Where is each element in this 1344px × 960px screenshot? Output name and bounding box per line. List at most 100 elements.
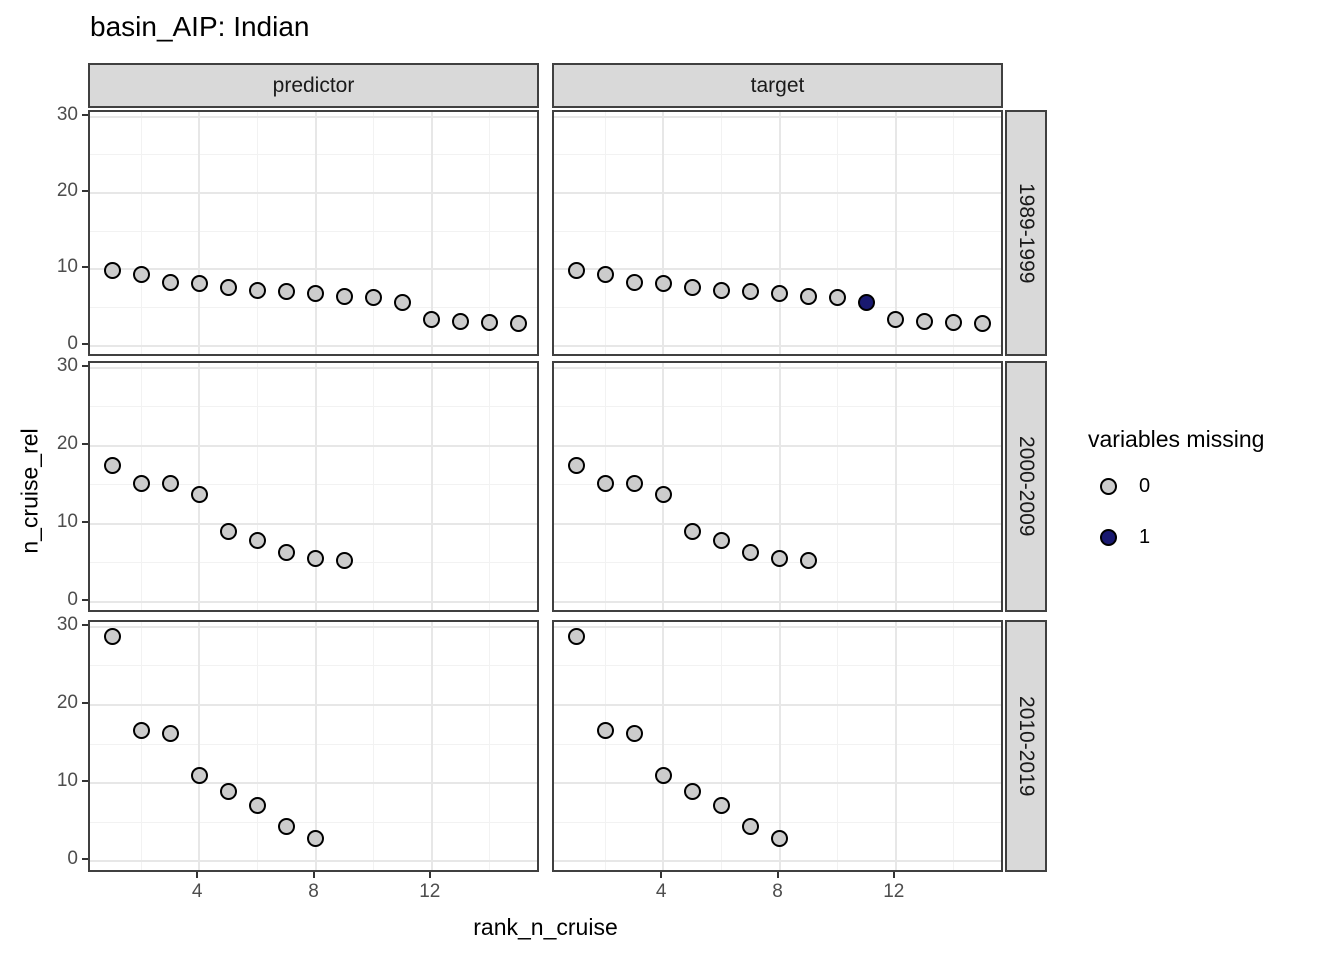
y-axis-tick (82, 364, 88, 367)
data-point (829, 289, 847, 307)
legend-item-0: 0 (1100, 475, 1264, 498)
gridline-major (662, 112, 665, 354)
data-point (103, 628, 121, 646)
y-axis-tick-label: 30 (56, 613, 78, 635)
data-point (277, 283, 295, 301)
gridline-major (430, 363, 433, 610)
gridline-minor (140, 112, 142, 354)
x-axis-title: rank_n_cruise (473, 914, 618, 940)
gridline-major (90, 625, 537, 628)
data-point (596, 266, 614, 284)
gridline-major (554, 268, 1001, 271)
legend-swatch-gray-circle-icon (1100, 478, 1117, 495)
gridline-minor (256, 363, 258, 610)
gridline-major (198, 112, 201, 354)
y-axis-tick-label: 10 (56, 256, 78, 278)
gridline-major (90, 444, 537, 447)
data-point (712, 532, 730, 550)
gridline-major (554, 344, 1001, 347)
gridline-minor (90, 307, 537, 309)
x-axis-tick-label: 8 (308, 881, 319, 902)
data-point (219, 522, 237, 540)
gridline-major (554, 115, 1001, 118)
data-point (510, 315, 528, 333)
data-point (132, 722, 150, 740)
data-point (771, 284, 788, 302)
data-point (103, 261, 121, 279)
y-axis-tick-label: 30 (56, 354, 78, 376)
data-point (277, 817, 295, 835)
facet-panel-target-2010-2019 (552, 620, 1003, 872)
data-point (800, 551, 818, 569)
y-axis-tick-label: 30 (56, 103, 78, 125)
data-point (365, 289, 383, 307)
data-point (741, 543, 759, 561)
gridline-major (90, 522, 537, 525)
gridline-minor (373, 112, 375, 354)
gridline-major (554, 625, 1001, 628)
gridline-major (90, 115, 537, 118)
facet-panel-predictor-1989-1999 (88, 110, 539, 356)
data-point (567, 457, 585, 475)
facet-panel-predictor-2000-2009 (88, 361, 539, 612)
gridline-minor (90, 821, 537, 823)
gridline-minor (373, 363, 375, 610)
x-axis-tick (776, 872, 779, 878)
gridline-minor (554, 743, 1001, 745)
legend-item-1: 1 (1100, 526, 1264, 549)
gridline-major (894, 112, 897, 354)
gridline-minor (837, 622, 839, 870)
data-point (336, 287, 354, 305)
gridline-major (554, 191, 1001, 194)
gridline-minor (837, 112, 839, 354)
gridline-minor (604, 112, 606, 354)
data-point (307, 550, 324, 568)
facet-strip-2000-2009: 2000-2009 (1005, 361, 1047, 612)
gridline-minor (554, 154, 1001, 156)
gridline-minor (489, 363, 491, 610)
data-point (596, 475, 614, 493)
data-point (132, 475, 150, 493)
gridline-major (90, 600, 537, 603)
gridline-major (90, 366, 537, 369)
gridline-major (90, 268, 537, 271)
y-axis-tick (82, 113, 88, 116)
y-axis-tick (82, 442, 88, 445)
data-point (567, 261, 585, 279)
gridline-minor (554, 821, 1001, 823)
gridline-minor (140, 622, 142, 870)
gridline-major (894, 363, 897, 610)
gridline-major (430, 112, 433, 354)
gridline-major (554, 600, 1001, 603)
data-point (858, 294, 876, 312)
y-axis-tick (82, 858, 88, 861)
facet-strip-predictor: predictor (88, 63, 539, 108)
facet-strip-1989-1999: 1989-1999 (1005, 110, 1047, 356)
data-point (248, 281, 266, 299)
gridline-major (90, 344, 537, 347)
gridline-minor (837, 363, 839, 610)
gridline-minor (256, 622, 258, 870)
gridline-minor (90, 154, 537, 156)
gridline-major (778, 622, 781, 870)
data-point (394, 294, 412, 312)
y-axis-tick (82, 520, 88, 523)
plot-title: basin_AIP: Indian (90, 11, 310, 42)
data-point (916, 312, 934, 330)
y-axis-tick-label: 20 (56, 691, 78, 713)
data-point (771, 830, 788, 848)
gridline-minor (90, 230, 537, 232)
gridline-minor (720, 112, 722, 354)
gridline-minor (554, 665, 1001, 667)
gridline-minor (953, 622, 955, 870)
gridline-minor (554, 406, 1001, 408)
gridline-minor (953, 112, 955, 354)
facet-panel-target-2000-2009 (552, 361, 1003, 612)
data-point (625, 475, 643, 493)
facet-panel-target-1989-1999 (552, 110, 1003, 356)
data-point (800, 287, 818, 305)
gridline-minor (256, 112, 258, 354)
gridline-minor (554, 307, 1001, 309)
y-axis-tick-label: 10 (56, 510, 78, 532)
